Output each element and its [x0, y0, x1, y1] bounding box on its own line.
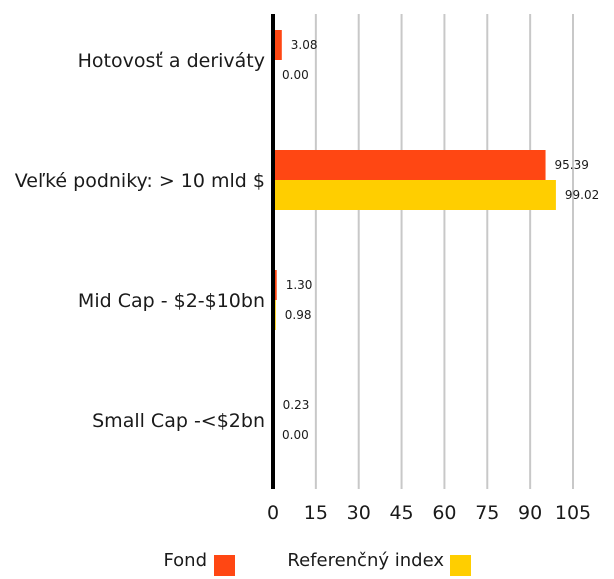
bar-fund [273, 150, 546, 180]
category-label: Veľké podniky: > 10 mld $ [15, 170, 265, 192]
legend-label-fund: Fond [163, 550, 207, 571]
data-label: 95.39 [555, 158, 589, 172]
data-label: 0.00 [282, 428, 309, 442]
x-tick-label: 15 [304, 502, 328, 524]
x-tick-label: 30 [347, 502, 371, 524]
legend-label-index: Referenčný index [287, 550, 444, 571]
data-label: 1.30 [286, 278, 313, 292]
x-tick-label: 0 [267, 502, 279, 524]
legend-swatch-index [450, 555, 471, 576]
x-tick-label: 90 [518, 502, 542, 524]
x-tick-label: 45 [389, 502, 413, 524]
data-label: 0.23 [283, 398, 310, 412]
data-label: 99.02 [565, 188, 599, 202]
bar-index [273, 180, 556, 210]
bar-fund [273, 30, 282, 60]
data-label: 3.08 [291, 38, 318, 52]
x-tick-label: 60 [432, 502, 456, 524]
category-label: Hotovosť a deriváty [78, 50, 265, 72]
category-label: Small Cap -<$2bn [92, 410, 265, 432]
legend-swatch-fund [214, 555, 235, 576]
data-label: 0.00 [282, 68, 309, 82]
x-tick-label: 105 [555, 502, 591, 524]
data-label: 0.98 [285, 308, 312, 322]
category-label: Mid Cap - $2-$10bn [78, 290, 265, 312]
x-tick-label: 75 [475, 502, 499, 524]
